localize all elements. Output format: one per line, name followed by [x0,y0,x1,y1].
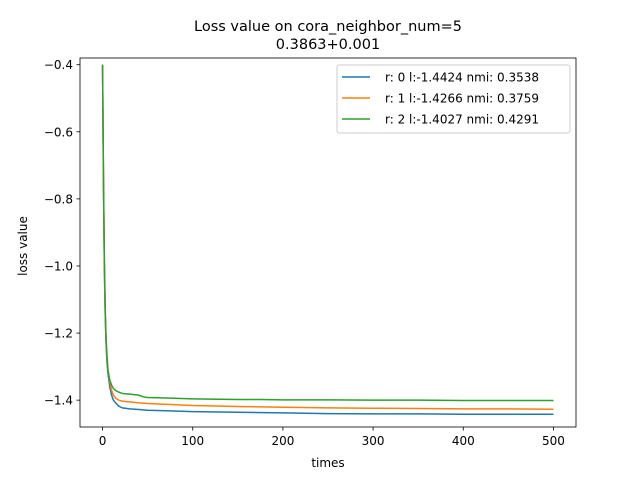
y-axis-title: loss value [16,216,30,276]
y-tick-label: −1.4 [44,394,73,408]
x-tick-label: 500 [542,434,565,448]
y-tick-label: −0.8 [44,192,73,206]
x-tick-label: 400 [452,434,475,448]
x-tick-label: 300 [362,434,385,448]
legend-box [336,64,571,134]
x-tick-label: 100 [181,434,204,448]
series-layer [101,64,554,415]
y-tick-label: −1.0 [44,259,73,273]
x-tick-label: 200 [271,434,294,448]
x-tick-label: 0 [99,434,107,448]
legend-label-2: r: 2 l:-1.4027 nmi: 0.4291 [385,113,539,127]
y-tick-label: −1.2 [44,327,73,341]
series-line-2 [101,64,554,402]
plot-frame [79,57,577,428]
axes-layer: 0 100 200 300 400 500 −0.4 −0.6 −0.8 −1.0 −1.2 −1.4 [44,57,577,448]
legend: r: 0 l:-1.4424 nmi: 0.3538 r: 1 l:-1.4266… [336,64,571,134]
y-tick-label: −0.4 [44,58,73,72]
x-axis-title: times [311,456,344,470]
legend-label-1: r: 1 l:-1.4266 nmi: 0.3759 [385,92,539,106]
legend-label-0: r: 0 l:-1.4424 nmi: 0.3538 [385,71,539,85]
chart-subtitle: 0.3863+0.001 [276,37,380,53]
chart-title: Loss value on cora_neighbor_num=5 [194,19,462,35]
y-tick-label: −0.6 [44,125,73,139]
